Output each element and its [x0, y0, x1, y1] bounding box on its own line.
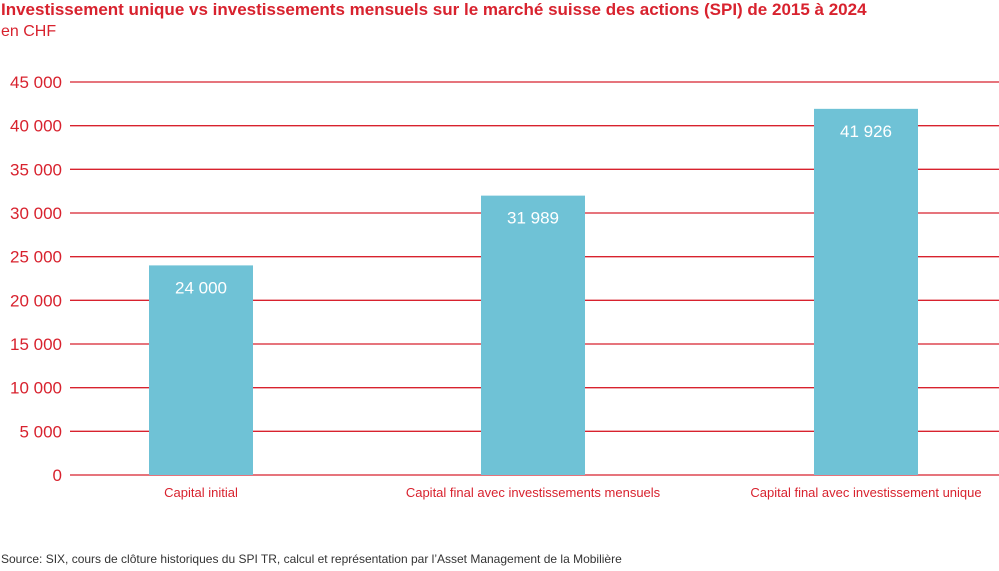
bar-value-label: 31 989: [507, 209, 559, 228]
y-tick-label: 0: [53, 466, 62, 485]
chart-unit-subtitle: en CHF: [1, 23, 57, 40]
y-tick-label: 15 000: [10, 335, 62, 354]
bar-value-label: 41 926: [840, 122, 892, 141]
y-tick-label: 30 000: [10, 204, 62, 223]
bar: [149, 265, 253, 475]
chart-title: Investissement unique vs investissements…: [1, 0, 867, 19]
y-tick-label: 10 000: [10, 379, 62, 398]
y-tick-label: 40 000: [10, 117, 62, 136]
y-tick-label: 25 000: [10, 248, 62, 267]
y-tick-label: 35 000: [10, 160, 62, 179]
y-tick-label: 20 000: [10, 291, 62, 310]
bar: [481, 195, 585, 475]
bar: [814, 108, 918, 476]
x-category-label: Capital final avec investissement unique: [750, 485, 981, 500]
x-category-label: Capital initial: [164, 485, 238, 500]
y-tick-label: 5 000: [19, 422, 62, 441]
source-note: Source: SIX, cours de clôture historique…: [1, 552, 622, 566]
x-category-label: Capital final avec investissements mensu…: [406, 485, 661, 500]
y-tick-label: 45 000: [10, 73, 62, 92]
bar-value-label: 24 000: [175, 278, 227, 297]
